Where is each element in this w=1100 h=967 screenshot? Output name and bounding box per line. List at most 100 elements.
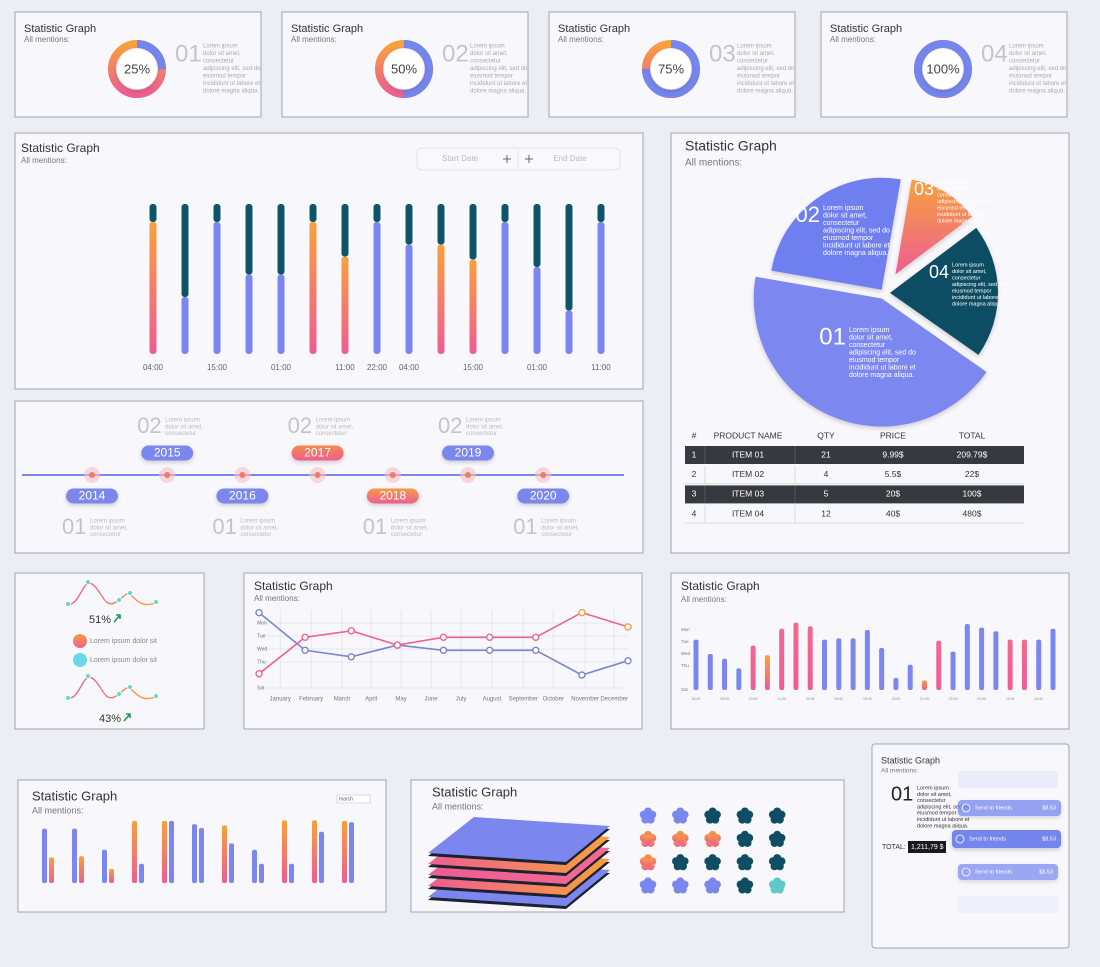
card-text: adipiscing elit, sed do [203,66,261,72]
card-text: consectetur [470,59,501,65]
table-row [685,446,1024,464]
bar-segment [597,204,605,222]
bar [1050,628,1056,690]
slice-number: 01 [819,323,846,350]
slice-text: dolore magna aliqua. [937,218,989,224]
x-tick-label: 04:00 [692,697,701,701]
x-tick-label: August [483,697,502,703]
legend-swatch [73,634,87,648]
slice-text: dolor sit amet, [952,269,987,275]
x-tick-label: May [395,697,406,703]
slice-text: consectetur [937,192,966,198]
line-point [439,646,448,654]
x-tick-label: 15:00 [207,363,228,372]
slice-text: dolor sit amet, [849,334,893,341]
slice-text: Lorem ipsum [937,179,969,185]
spark-dot [85,673,91,679]
line-point [393,641,402,649]
bar [42,828,47,883]
bar-segment [149,204,157,222]
year-pill [517,488,570,504]
send-button[interactable] [958,800,1061,816]
slice-text: incididunt ut labore et [849,364,916,371]
donut-hole [384,49,424,89]
card-text: dolor sit amet, [1009,51,1047,57]
flower-icon [704,830,721,847]
donut-label: 50% [391,61,417,76]
x-tick-label: 22:00 [806,697,815,701]
bar [722,658,728,690]
button-price: $8.53 [1042,805,1056,811]
card-text: incididunt ut labore et [203,81,260,87]
timeline-dot [239,472,246,478]
bar [102,849,107,883]
table-cell: 9.99$ [882,449,904,459]
card-number: 02 [442,40,469,67]
year-label: 2020 [530,489,557,503]
petal-center [740,881,750,891]
bar [109,868,114,883]
event-text: Lorem ipsum [165,418,200,424]
card-text: consectetur [737,59,768,65]
card-text: dolor sit amet, [203,51,241,57]
bar-segment [181,297,189,354]
slice-text: Lorem ipsum [952,262,984,268]
y-tick-label: Thu [681,663,689,668]
bar [319,831,324,883]
card-text: dolore magna aliqua. [203,89,259,95]
event-text: consectetur [466,431,497,437]
slice-text: consectetur [952,275,981,281]
event-text: consectetur [165,431,196,437]
x-tick-label: 10:00 [749,697,758,701]
card-text: dolore magna aliqua. [737,89,793,95]
x-tick-label: 04:00 [834,697,843,701]
bar [936,640,942,690]
event-text: consectetur [541,532,572,538]
legend-label: Lorem ipsum dolor sit [90,657,157,664]
card-subtitle: All mentions: [830,35,876,44]
table-cell: ITEM 01 [732,449,764,459]
panel-subtitle: All mentions: [432,801,484,811]
bar-segment [405,204,413,245]
bar [312,820,317,883]
flower-icon [736,877,754,894]
table-row [685,485,1024,504]
chart-title: Statistic Graph [685,138,777,154]
send-button[interactable] [952,830,1061,848]
send-button[interactable] [958,864,1058,880]
kpi-value: 43% [99,713,121,725]
spark-dot [85,579,91,585]
line-point [485,646,494,654]
table-cell: 3 [692,489,697,499]
card-text: consectetur [1009,59,1040,65]
petal-center [708,881,718,891]
pie-slice [895,179,973,275]
card-subtitle: All mentions: [558,35,604,44]
flower-icon [639,854,657,871]
bar [907,664,913,690]
button-price: $8.53 [1042,836,1056,842]
event-number: 02 [288,413,312,438]
petal-center [740,834,750,844]
timeline-dot [164,472,171,478]
card-text: adipiscing elit, sed do [470,66,528,72]
event-text: consectetur [391,532,422,538]
panel [670,572,1070,730]
petal-center [675,811,685,821]
year-pill [66,488,118,504]
x-tick-label: October [543,697,564,703]
bar [192,824,197,883]
table-cell: 480$ [963,508,982,518]
card-subtitle: All mentions: [24,35,70,44]
bar [162,820,167,883]
card-text: dolore magna aliqua. [917,823,969,829]
x-tick-label: 15:00 [463,363,484,372]
petal-center [643,834,653,844]
card-number: 01 [175,40,202,67]
flower-icon [736,854,754,871]
donut-arc [375,40,433,98]
slice-text: adipiscing elit, sed do [849,349,916,356]
year-pill [442,445,494,461]
bar [1036,639,1042,690]
bar-segment [309,204,317,222]
